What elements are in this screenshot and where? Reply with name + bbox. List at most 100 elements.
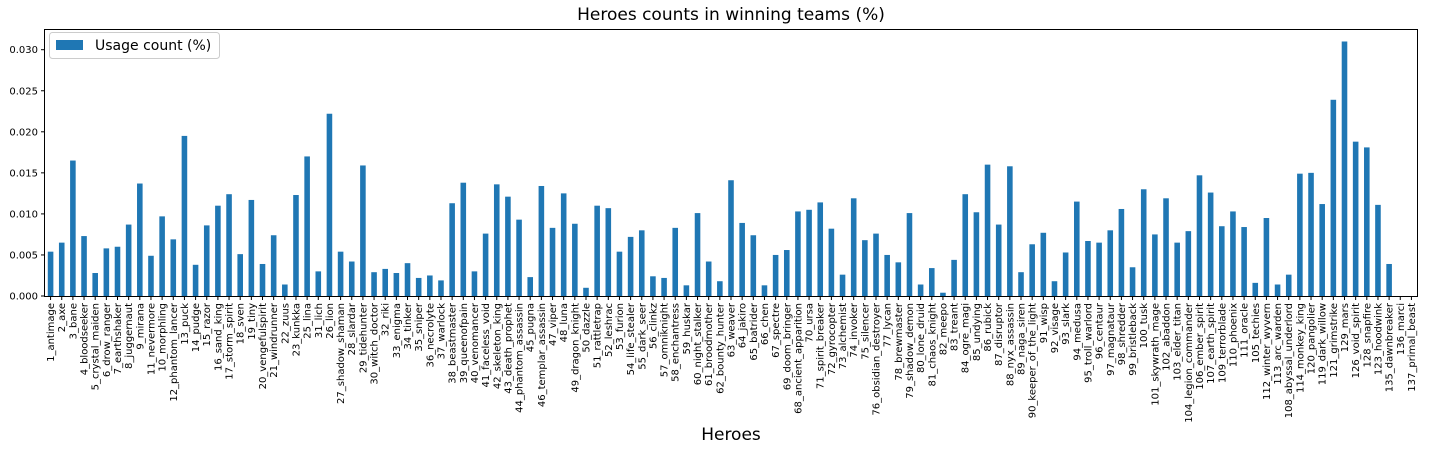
legend-label: Usage count (%) [95,38,211,54]
x-tick-label: 63_weaver [727,302,738,357]
y-tick-label: 0.030 [9,45,38,56]
bar [1007,166,1013,296]
bar [270,235,277,296]
x-tick-label: 28_slardar [347,302,358,355]
x-tick-label: 111_oracle [1240,303,1251,358]
x-tick-label: 57_omniknight [660,303,671,377]
y-tick-label: 0.000 [9,292,38,303]
bar [1219,226,1225,296]
x-tick-label: 43_death_prophet [503,303,514,394]
bar [627,236,634,296]
y-tick-label: 0.015 [9,168,38,179]
bar [1241,227,1247,296]
x-tick-label: 13_puck [180,303,191,345]
bar [1263,218,1270,296]
x-tick-label: 87_disruptor [994,302,1005,366]
bar [1085,240,1091,296]
x-tick-label: 77_lycan [883,303,894,347]
x-tick-label: 76_obsidian_destroyer [872,302,883,415]
bar [449,203,455,296]
bar [772,254,779,296]
bar [783,250,790,296]
bar [1096,242,1102,296]
bar [750,235,757,296]
bar [873,233,879,296]
bar [917,284,924,296]
x-tick-label: 31_lich [314,303,325,338]
x-tick-label: 54_life_stealer [626,302,637,375]
bar [482,233,489,296]
bar [1297,173,1303,296]
x-tick-label: 19_tiny [247,303,258,340]
bar [1129,267,1136,296]
bar [717,281,723,296]
x-tick-label: 73_alchemist [838,303,849,369]
bar [984,164,991,296]
x-tick-label: 75_silencer [860,302,871,360]
x-tick-label: 120_pangolier [1307,302,1318,374]
x-tick-label: 4_bloodseeker [80,302,91,375]
bar [906,213,913,296]
x-tick-label: 135_dawnbreaker [1385,302,1396,392]
bar [1330,99,1337,296]
bar [828,228,835,296]
x-tick-label: 58_enchantress [671,303,682,382]
bar [1308,172,1314,296]
bar [616,251,623,296]
x-tick-label: 103_elder_titan [1173,303,1184,381]
x-tick-label: 80_lone_druid [916,303,927,373]
chart-title: Heroes counts in winning teams (%) [577,5,885,25]
bar [282,284,288,296]
bar [170,239,177,296]
x-tick-label: 52_leshrac [604,303,615,357]
bar [683,285,690,296]
x-tick-label: 81_chaos_knight [927,303,938,387]
bar [1352,141,1359,296]
x-tick-label: 105_techies [1251,303,1262,363]
x-tick-label: 136_marci [1396,303,1407,355]
x-tick-label: 44_phantom_assassin [515,303,526,413]
bar [393,273,400,296]
bar [304,156,310,296]
x-tick-label: 38_beastmaster [448,302,459,384]
x-tick-label: 17_storm_spirit [225,303,236,380]
x-tick-label: 102_abaddon [1162,303,1173,371]
bar [471,271,478,296]
x-tick-label: 41_faceless_void [481,303,492,388]
x-tick-label: 60_night_stalker [693,302,704,385]
x-tick-label: 62_bounty_hunter [715,302,726,394]
bar [1185,231,1192,296]
x-tick-label: 108_abyssal_underlord [1284,303,1295,418]
bar [806,209,812,296]
x-tick-label: 21_windrunner [269,302,280,378]
bar [895,262,902,296]
bar [850,198,857,296]
x-tick-label: 91_wisp [1039,303,1050,343]
bar [215,205,221,296]
bar [973,212,980,296]
x-tick-label: 9_mirana [135,303,146,350]
bar [650,276,656,296]
x-tick-label: 67_spectre [771,303,782,358]
bar [326,113,333,296]
bar [928,268,935,296]
x-tick-label: 8_juggernaut [124,303,135,369]
y-tick-label: 0.025 [9,86,38,97]
bar [248,199,255,296]
bar [862,240,868,296]
bar [1074,201,1080,296]
x-tick-label: 100_tusk [1139,303,1150,349]
x-tick-label: 119_dark_willow [1318,303,1329,385]
bar [181,135,188,296]
x-tick-label: 42_skeleton_king [492,303,503,389]
bar [137,183,143,296]
bar [237,254,243,296]
bar [493,184,500,296]
x-tick-label: 106_ember_spirit [1195,303,1206,390]
bar [1285,274,1292,296]
bar [560,193,567,296]
x-tick-label: 129_mars [1340,303,1351,352]
bar [705,261,712,296]
x-tick-label: 27_shadow_shaman [336,303,347,404]
bar [1274,284,1281,296]
